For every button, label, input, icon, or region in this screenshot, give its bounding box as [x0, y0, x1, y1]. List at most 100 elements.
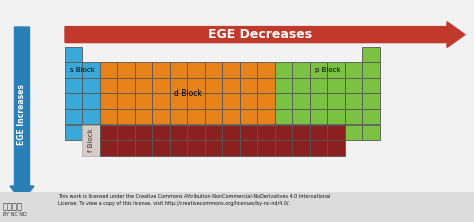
Bar [240, 125, 257, 140]
Bar [328, 125, 345, 140]
Bar [328, 109, 345, 125]
Bar [328, 78, 345, 93]
Bar [310, 125, 328, 140]
Bar [275, 125, 292, 140]
Bar [170, 109, 188, 125]
Bar [170, 93, 188, 109]
Bar [257, 109, 275, 125]
Text: BY NC ND: BY NC ND [3, 212, 27, 216]
Bar [363, 63, 380, 78]
Text: s Block: s Block [70, 67, 95, 73]
Bar [65, 109, 82, 125]
Bar [82, 125, 100, 140]
Bar [100, 78, 118, 93]
Bar [65, 78, 82, 93]
Bar [222, 78, 240, 93]
Bar [328, 93, 345, 109]
Bar [240, 140, 257, 155]
Bar [118, 78, 135, 93]
Bar [153, 93, 170, 109]
Bar [0, 192, 474, 222]
Bar [82, 109, 100, 125]
Bar [65, 125, 82, 140]
Text: This work is licensed under the Creative Commons Attribution-NonCommercial-NoDer: This work is licensed under the Creative… [58, 194, 330, 206]
Bar [345, 63, 363, 78]
Bar [292, 78, 310, 93]
Bar [82, 78, 100, 93]
Bar [65, 63, 82, 78]
Bar [275, 63, 292, 78]
Bar [65, 47, 82, 63]
Bar [118, 63, 135, 78]
Bar [205, 78, 222, 93]
Bar [153, 109, 170, 125]
Bar [170, 78, 188, 93]
Bar [257, 78, 275, 93]
Bar [188, 63, 205, 78]
Bar [310, 93, 328, 109]
Text: d Block: d Block [173, 89, 201, 98]
Bar [240, 93, 257, 109]
Bar [205, 125, 222, 140]
Bar [100, 140, 118, 155]
Bar [188, 109, 205, 125]
Bar [170, 63, 188, 78]
Bar [240, 78, 257, 93]
Text: p Block: p Block [315, 67, 340, 73]
Bar [328, 140, 345, 155]
Bar [292, 93, 310, 109]
Bar [188, 93, 205, 109]
Bar [292, 125, 310, 140]
Bar [310, 125, 328, 140]
Bar [118, 109, 135, 125]
Bar [82, 125, 100, 155]
Text: f Block: f Block [88, 128, 94, 152]
Text: ⓒⓘⓢⓘ: ⓒⓘⓢⓘ [3, 202, 23, 212]
Bar [292, 109, 310, 125]
Bar [153, 63, 170, 78]
Bar [118, 93, 135, 109]
Bar [135, 140, 153, 155]
Bar [257, 140, 275, 155]
FancyArrow shape [65, 22, 465, 48]
Bar [257, 63, 275, 78]
Bar [135, 78, 153, 93]
Bar [100, 125, 118, 140]
Bar [292, 140, 310, 155]
Bar [205, 140, 222, 155]
Bar [118, 125, 135, 140]
Bar [188, 78, 205, 93]
Bar [310, 140, 328, 155]
Bar [135, 93, 153, 109]
Bar [363, 93, 380, 109]
Bar [135, 109, 153, 125]
Bar [257, 93, 275, 109]
Bar [363, 109, 380, 125]
Bar [100, 109, 118, 125]
Bar [310, 109, 328, 125]
Bar [363, 78, 380, 93]
Bar [100, 93, 118, 109]
Bar [153, 125, 170, 140]
Bar [82, 63, 100, 78]
FancyArrow shape [10, 27, 34, 202]
Bar [275, 78, 292, 93]
Bar [222, 63, 240, 78]
Bar [328, 125, 345, 140]
Bar [328, 63, 345, 78]
Bar [240, 109, 257, 125]
Bar [170, 140, 188, 155]
Bar [188, 140, 205, 155]
Bar [170, 125, 188, 140]
Bar [345, 93, 363, 109]
Bar [153, 78, 170, 93]
Bar [118, 140, 135, 155]
Bar [188, 125, 205, 140]
Bar [222, 109, 240, 125]
Bar [275, 140, 292, 155]
Bar [292, 125, 310, 140]
Bar [135, 125, 153, 140]
Bar [257, 125, 275, 140]
Bar [345, 78, 363, 93]
Bar [205, 93, 222, 109]
